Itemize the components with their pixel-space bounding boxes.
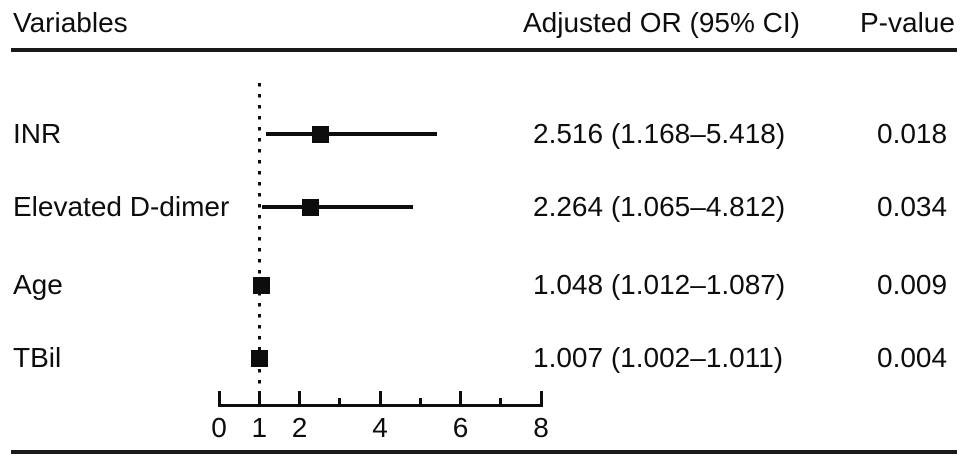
- x-axis-tick-major: [257, 391, 261, 404]
- x-axis-tick-label: 6: [452, 412, 469, 443]
- or-marker-square: [251, 349, 269, 367]
- x-axis-tick-major: [378, 391, 382, 404]
- column-header-p-value: P-value: [860, 7, 955, 38]
- bottom-divider-rule: [11, 450, 957, 454]
- row-label-inr: INR: [13, 118, 62, 149]
- or-ci-value: 2.264 (1.065–4.812): [533, 191, 786, 222]
- row-label-age: Age: [13, 269, 63, 300]
- x-axis-line: [217, 404, 543, 407]
- x-axis-tick-major: [539, 391, 543, 404]
- x-axis-tick-minor: [338, 398, 342, 404]
- x-axis-tick-label: 1: [251, 412, 268, 443]
- or-ci-value: 1.007 (1.002–1.011): [533, 342, 784, 373]
- column-header-variables: Variables: [13, 7, 128, 38]
- or-ci-value: 1.048 (1.012–1.087): [533, 269, 786, 300]
- p-value: 0.009: [877, 269, 948, 300]
- x-axis-tick-label: 8: [533, 412, 549, 443]
- header-divider-rule: [11, 48, 957, 52]
- p-value: 0.018: [877, 118, 948, 149]
- ci-line: [266, 132, 438, 136]
- x-axis-tick-major: [459, 391, 462, 404]
- ci-line: [261, 205, 413, 209]
- reference-line-dotted: [257, 83, 261, 391]
- x-axis-tick-label: 4: [372, 412, 388, 443]
- x-axis-tick-minor: [499, 398, 503, 404]
- column-header-adjusted-or-ci: Adjusted OR (95% CI): [523, 7, 800, 38]
- row-label-tbil: TBil: [13, 342, 62, 373]
- p-value: 0.034: [877, 191, 948, 222]
- x-axis-tick-label: 2: [291, 412, 308, 443]
- or-marker-square: [301, 198, 319, 216]
- row-label-elevated-d-dimer: Elevated D-dimer: [13, 191, 230, 222]
- or-marker-square: [252, 276, 270, 294]
- x-axis-tick-major: [298, 391, 301, 404]
- x-axis-tick-label: 0: [211, 412, 227, 443]
- x-axis-tick-major: [217, 391, 221, 404]
- or-marker-square: [311, 125, 329, 143]
- x-axis-tick-minor: [418, 398, 422, 404]
- or-ci-value: 2.516 (1.168–5.418): [533, 118, 786, 149]
- p-value: 0.004: [877, 342, 948, 373]
